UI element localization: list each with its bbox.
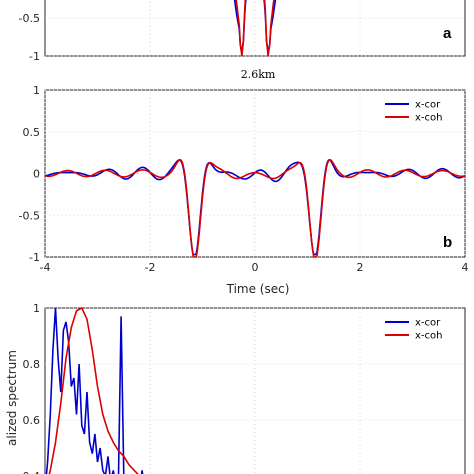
panel-c-series-x-cor <box>45 307 144 474</box>
panel-b-ytick-label: 1 <box>33 84 40 97</box>
panel-a-axes-box <box>44 0 466 57</box>
panel-a: -0.5 -1 a <box>19 0 466 63</box>
panel-b-xtick-label: 4 <box>462 261 469 274</box>
panel-c-ytick-label: 0.8 <box>23 358 41 371</box>
panel-c-legend-box <box>383 314 461 344</box>
panel-a-ytick-label: -1 <box>29 50 40 63</box>
panel-b-xtick-label: -2 <box>145 261 156 274</box>
panel-b-ytick-label: 0 <box>33 168 40 181</box>
panel-b-xlabel: Time (sec) <box>226 282 290 296</box>
panel-c-legend-label-x-coh: x-coh <box>415 331 442 342</box>
panel-c-ytick-label: 0.6 <box>23 414 41 427</box>
panel-b-legend-label-x-coh: x-coh <box>415 113 442 124</box>
panel-a-ytick-label: -0.5 <box>19 12 40 25</box>
panel-b-ytick-label: 0.5 <box>23 126 41 139</box>
panel-b-ytick-label: -1 <box>29 251 40 264</box>
panel-c-ylabel: alized spectrum <box>5 350 19 446</box>
panel-c-ytick-label: 0.4 <box>23 470 41 474</box>
panel-b-legend-label-x-cor: x-cor <box>415 100 441 111</box>
panel-c-legend-label-x-cor: x-cor <box>415 318 441 329</box>
panel-b-xtick-label: -4 <box>40 261 51 274</box>
panel-b-label: b <box>443 234 452 251</box>
panel-b-xtick-label: 2 <box>357 261 364 274</box>
panel-b-xtick-label: 0 <box>252 261 259 274</box>
panel-c-series-x-coh <box>48 306 139 474</box>
panel-c: 1 0.8 0.6 0.4 x-cor x-coh alized spectrum <box>5 302 466 474</box>
panel-a-series-x-coh <box>235 0 275 57</box>
panel-a-label: a <box>443 25 452 42</box>
panel-b-title: 2.6km <box>241 68 276 81</box>
panel-c-ytick-label: 1 <box>33 302 40 315</box>
panel-b-series-x-coh <box>44 158 466 258</box>
panel-b-legend-box <box>383 96 461 126</box>
panel-b: 1 0.5 0 -0.5 -1-4 -2 0 2 4 x-cor x-coh b <box>19 84 469 274</box>
panel-b-ytick-label: -0.5 <box>19 209 40 222</box>
